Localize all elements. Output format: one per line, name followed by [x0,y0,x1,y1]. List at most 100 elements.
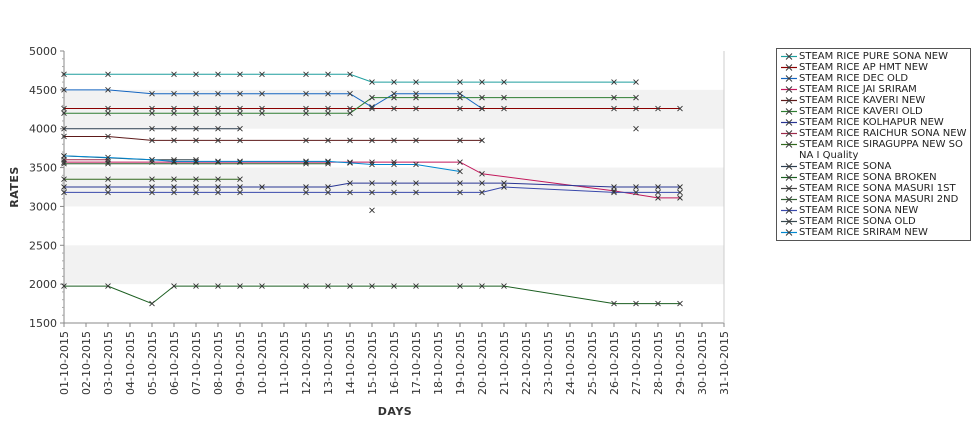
y-tick-label: 5000 [29,45,57,58]
data-point [413,161,419,168]
data-point [171,71,177,78]
legend-label: STEAM RICE RAICHUR SONA NEW [799,128,967,139]
data-point [325,90,331,97]
legend-marker-icon [781,183,799,194]
legend-item: STEAM RICE KAVERI OLD [777,106,970,117]
data-point [215,158,221,165]
x-tick-label: 23-10-2015 [542,331,555,395]
x-tick-label: 27-10-2015 [630,331,643,395]
data-point [413,180,419,186]
data-point [369,137,375,144]
grid-band [64,89,724,129]
legend-marker-icon [781,62,799,73]
data-point [237,110,243,116]
data-point [171,158,177,165]
legend-item: STEAM RICE KAVERI NEW [777,95,970,106]
data-point [391,159,397,165]
data-point [655,105,661,112]
data-point [677,189,683,196]
series-group [61,71,639,85]
x-tick-label: 07-10-2015 [190,331,203,395]
data-point [391,180,397,186]
data-point [215,90,221,97]
y-tick-label: 4000 [29,123,57,136]
x-tick-label: 20-10-2015 [476,331,489,395]
legend-marker-icon [781,172,799,183]
data-point [61,110,67,116]
data-point [391,137,397,144]
legend-item: STEAM RICE SONA MASURI 1ST [777,183,970,194]
data-point [105,283,111,289]
data-point [215,137,221,144]
data-point [303,184,309,190]
data-point [149,90,155,97]
legend-item: STEAM RICE SONA BROKEN [777,172,970,183]
data-point [215,105,221,112]
data-point [259,283,265,289]
x-tick-label: 12-10-2015 [300,331,313,395]
series-layer [61,71,683,307]
legend-item: STEAM RICE SONA NEW [777,205,970,216]
data-point [391,94,397,101]
data-point [303,283,309,289]
data-point [479,79,485,85]
data-point [479,180,485,186]
data-point [303,160,309,167]
legend-marker-icon [781,205,799,216]
y-axis-ticks: 1500 2000 2500 3000 3500 4000 4500 5000 [29,45,64,330]
x-tick-label: 01-10-2015 [58,331,71,395]
data-point [171,184,177,190]
data-point [457,283,463,289]
legend-item: STEAM RICE SRIRAM NEW [777,227,970,238]
legend-label: STEAM RICE JAI SRIRAM [799,84,917,95]
data-point [193,125,199,132]
data-point [369,79,375,85]
legend-marker-icon [781,227,799,238]
data-point [325,110,331,116]
data-point [413,105,419,112]
legend-label: STEAM RICE KAVERI OLD [799,106,923,117]
series-group [61,153,463,175]
data-point [325,71,331,78]
data-point [105,71,111,78]
x-tick-label: 18-10-2015 [432,331,445,395]
data-point [413,94,419,101]
data-point [391,105,397,112]
y-axis-title: RATES [8,166,21,208]
data-point [369,94,375,101]
data-point [193,176,199,183]
data-point [61,153,67,159]
legend-marker-icon [781,117,799,128]
data-point [347,180,353,186]
data-point [457,180,463,186]
data-point [105,110,111,116]
legend-label: STEAM RICE PURE SONA NEW [799,51,948,62]
legend-item: STEAM RICE SONA OLD [777,216,970,227]
x-tick-label: 16-10-2015 [388,331,401,395]
data-point [105,176,111,183]
data-point [237,90,243,97]
data-point [655,300,661,307]
data-point [171,189,177,196]
data-point [61,189,67,196]
legend-marker-icon [781,84,799,95]
data-point [633,105,639,112]
legend-label: STEAM RICE SONA [799,161,892,172]
series-group [61,160,331,167]
data-point [171,90,177,97]
data-point [479,137,485,144]
legend-marker-icon [781,51,799,62]
data-point [193,137,199,144]
data-point [501,94,507,101]
data-point [237,105,243,112]
legend-item: STEAM RICE SONA MASURI 2ND [777,194,970,205]
legend-marker-icon [781,128,799,139]
data-point [347,160,353,166]
legend-label: STEAM RICE DEC OLD [799,73,909,84]
data-point [369,189,375,196]
legend-marker-icon [781,194,799,205]
data-point [215,110,221,116]
series-group [369,125,639,214]
data-point [611,184,617,190]
